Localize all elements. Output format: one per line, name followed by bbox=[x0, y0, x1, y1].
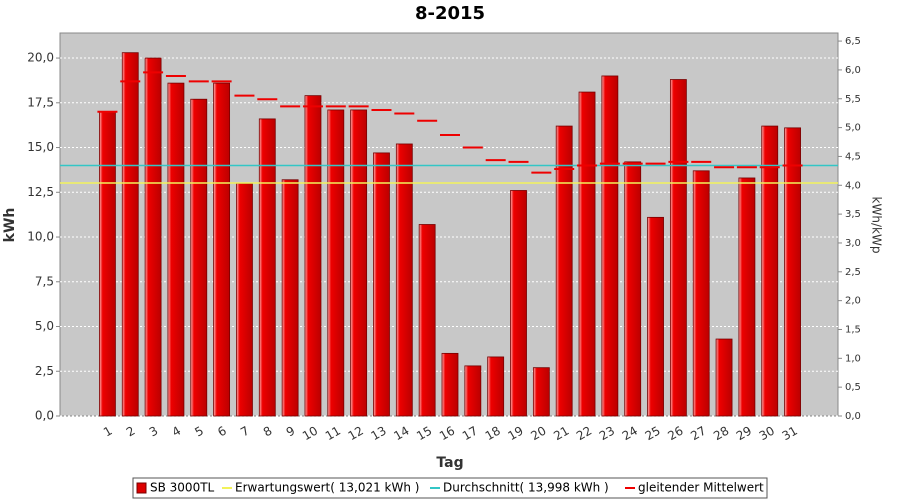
y2-tick-label: 6,5 bbox=[845, 36, 861, 47]
x-tick-label: 16 bbox=[437, 424, 457, 444]
bar bbox=[373, 152, 390, 417]
bar bbox=[213, 82, 231, 417]
x-tick-label: 20 bbox=[528, 424, 548, 444]
bar bbox=[601, 75, 619, 417]
x-tick-label: 15 bbox=[414, 424, 434, 444]
y2-tick-label: 3,0 bbox=[845, 238, 861, 249]
y-axis-label: kWh bbox=[2, 208, 18, 243]
x-tick-label: 7 bbox=[238, 424, 252, 440]
x-tick-label: 27 bbox=[688, 424, 708, 444]
bar bbox=[647, 216, 664, 417]
x-tick-label: 13 bbox=[368, 424, 388, 444]
x-tick-label: 17 bbox=[460, 424, 480, 444]
x-tick-label: 19 bbox=[506, 424, 526, 444]
x-tick-label: 23 bbox=[597, 424, 617, 444]
bar bbox=[784, 127, 801, 417]
bar bbox=[350, 109, 368, 417]
y2-tick-label: 5,0 bbox=[845, 123, 861, 134]
x-tick-label: 24 bbox=[620, 424, 640, 444]
x-tick-label: 21 bbox=[551, 424, 571, 444]
x-tick-label: 11 bbox=[323, 424, 343, 444]
bar bbox=[578, 91, 596, 417]
bar bbox=[281, 179, 299, 417]
legend-label: Erwartungswert( 13,021 kWh ) bbox=[235, 481, 419, 495]
bar bbox=[236, 182, 253, 417]
bar bbox=[624, 161, 642, 417]
bar bbox=[327, 109, 345, 417]
y2-tick-label: 1,5 bbox=[845, 324, 861, 335]
y2-tick-label: 0,5 bbox=[845, 382, 861, 393]
y2-tick-label: 4,0 bbox=[845, 180, 861, 191]
bar bbox=[761, 125, 779, 417]
x-tick-label: 26 bbox=[665, 424, 685, 444]
bar bbox=[167, 82, 185, 417]
bar bbox=[99, 111, 116, 417]
x-tick-label: 14 bbox=[391, 424, 411, 444]
y2-tick-label: 1,0 bbox=[845, 353, 861, 364]
bar bbox=[441, 352, 459, 417]
x-tick-label: 8 bbox=[261, 424, 275, 440]
bar bbox=[510, 190, 527, 417]
y-tick-label: 10,0 bbox=[27, 230, 54, 244]
bar bbox=[555, 125, 573, 417]
bar bbox=[418, 224, 436, 417]
bar bbox=[532, 367, 550, 417]
x-tick-label: 28 bbox=[711, 424, 731, 444]
y2-tick-label: 2,5 bbox=[845, 267, 861, 278]
x-tick-label: 30 bbox=[757, 424, 777, 444]
y-tick-label: 7,5 bbox=[35, 274, 54, 288]
x-tick-label: 1 bbox=[101, 424, 115, 440]
bar bbox=[121, 52, 139, 417]
y2-axis-label: kWh/kWp bbox=[870, 197, 884, 254]
x-tick-label: 5 bbox=[192, 424, 206, 440]
x-tick-label: 18 bbox=[483, 424, 503, 444]
bar bbox=[464, 365, 482, 417]
bar bbox=[144, 57, 162, 417]
legend-label: gleitender Mittelwert bbox=[638, 481, 764, 495]
chart-title: 8-2015 bbox=[415, 3, 485, 24]
y-tick-label: 15,0 bbox=[27, 140, 54, 154]
x-tick-label: 4 bbox=[170, 424, 184, 440]
bar bbox=[738, 177, 756, 417]
x-tick-label: 31 bbox=[780, 424, 800, 444]
y-tick-label: 2,5 bbox=[35, 364, 54, 378]
y2-tick-label: 2,0 bbox=[845, 296, 861, 307]
y-tick-label: 5,0 bbox=[35, 319, 54, 333]
x-tick-label: 22 bbox=[574, 424, 594, 444]
x-tick-label: 2 bbox=[124, 424, 138, 440]
legend-swatch bbox=[136, 482, 147, 494]
x-tick-label: 10 bbox=[300, 424, 320, 444]
bar bbox=[190, 98, 208, 417]
bar bbox=[715, 338, 733, 417]
y2-tick-label: 0,0 bbox=[845, 411, 861, 422]
legend-label: SB 3000TL bbox=[150, 481, 215, 495]
y2-tick-label: 3,5 bbox=[845, 209, 861, 220]
x-tick-label: 6 bbox=[215, 424, 229, 440]
bar bbox=[258, 118, 276, 417]
y-tick-label: 20,0 bbox=[27, 51, 54, 65]
x-tick-label: 29 bbox=[734, 424, 754, 444]
bar bbox=[395, 143, 413, 417]
x-tick-label: 9 bbox=[284, 424, 298, 440]
bar bbox=[487, 356, 505, 417]
legend bbox=[132, 477, 768, 499]
y-tick-label: 0,0 bbox=[35, 409, 54, 423]
y-tick-label: 17,5 bbox=[27, 95, 54, 109]
bar bbox=[304, 95, 322, 417]
y2-tick-label: 4,5 bbox=[845, 151, 861, 162]
y2-tick-label: 6,0 bbox=[845, 65, 861, 76]
bar bbox=[669, 79, 687, 417]
y-tick-label: 12,5 bbox=[27, 185, 54, 199]
x-axis-label: Tag bbox=[436, 455, 463, 471]
legend-label: Durchschnitt( 13,998 kWh ) bbox=[443, 481, 609, 495]
x-tick-label: 25 bbox=[643, 424, 663, 444]
x-tick-label: 12 bbox=[346, 424, 366, 444]
bar bbox=[692, 170, 710, 417]
y2-tick-label: 5,5 bbox=[845, 94, 861, 105]
x-tick-label: 3 bbox=[147, 424, 161, 440]
